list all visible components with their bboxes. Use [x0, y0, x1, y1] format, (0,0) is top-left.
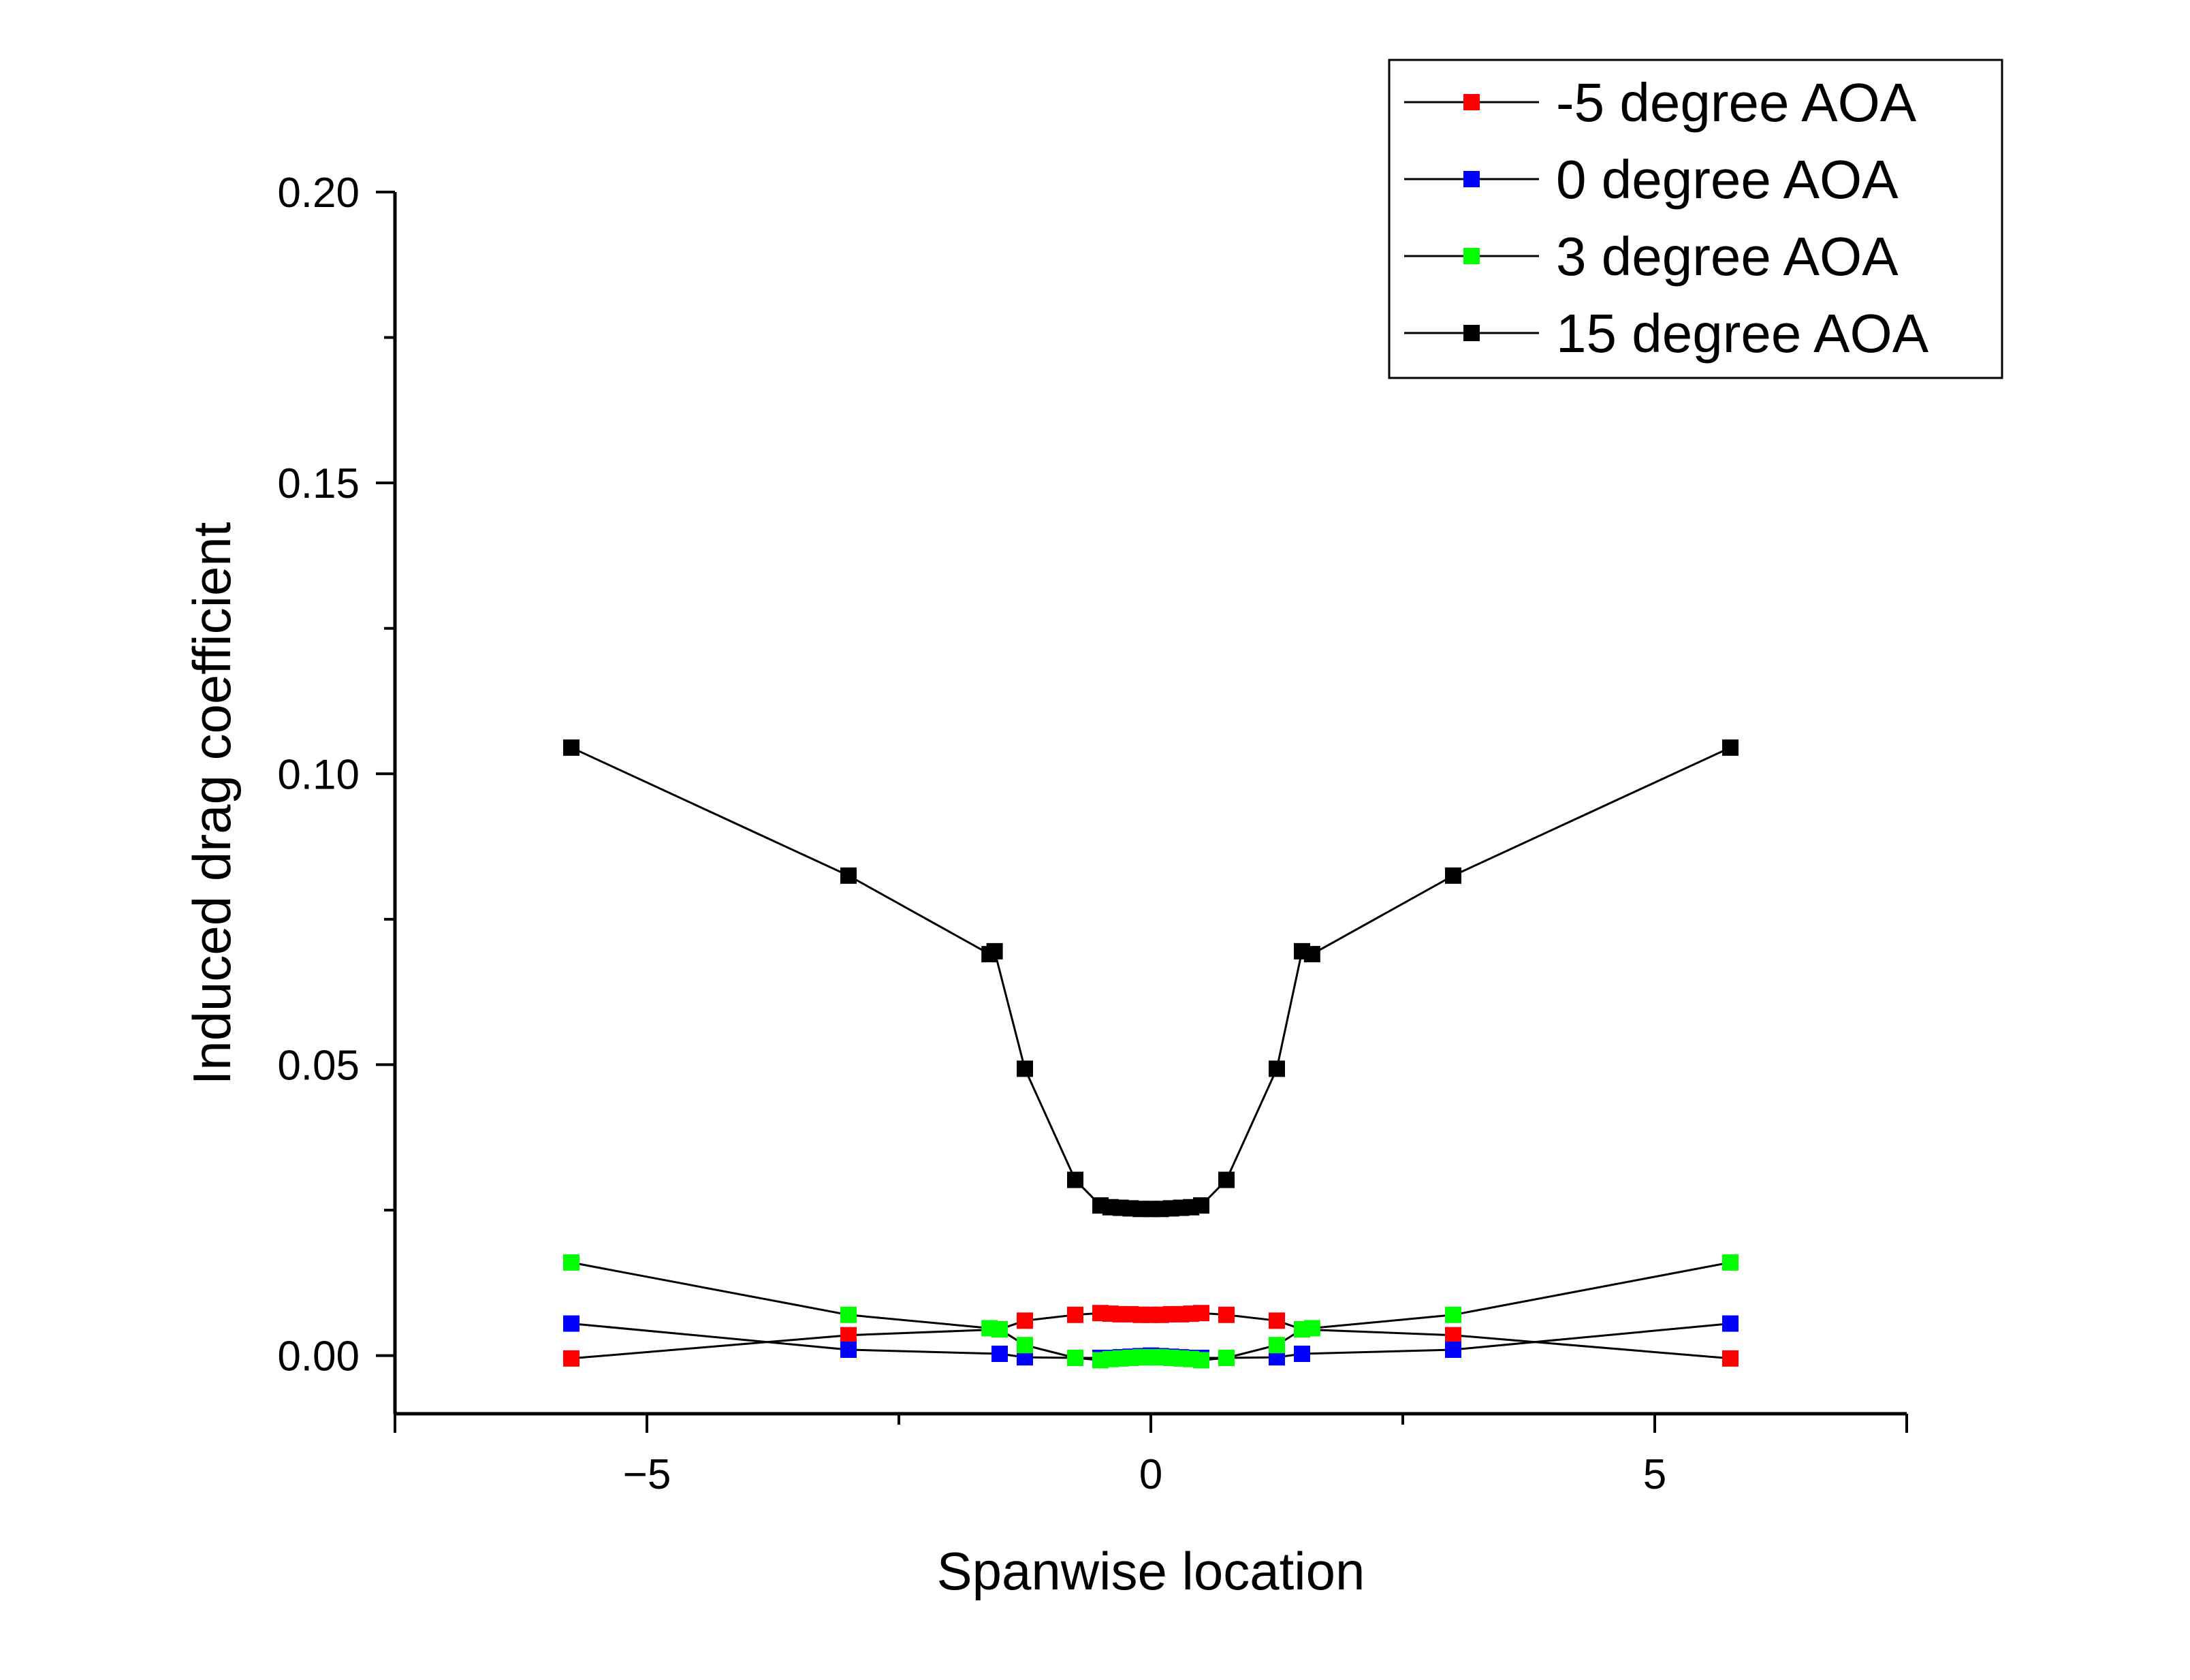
legend-label: 3 degree AOA — [1556, 226, 1899, 287]
data-point-marker — [563, 1350, 580, 1367]
data-point-marker — [986, 942, 1003, 960]
legend-swatch-marker — [1463, 94, 1480, 110]
data-point-marker — [1218, 1171, 1235, 1188]
series-lines — [571, 746, 1731, 1361]
data-point-marker — [1017, 1312, 1033, 1329]
data-point-marker — [1445, 867, 1461, 884]
data-point-marker — [840, 1327, 857, 1344]
data-point-marker — [991, 1321, 1008, 1338]
data-point-marker — [1193, 1305, 1209, 1322]
legend-swatch-marker — [1463, 171, 1480, 187]
data-point-marker — [840, 867, 857, 884]
y-tick-label: 0.00 — [277, 1333, 360, 1380]
data-point-marker — [1017, 1337, 1033, 1354]
x-ticks: −5 0 5 — [394, 1414, 1908, 1498]
data-point-marker — [1722, 1254, 1739, 1271]
data-point-marker — [1269, 1312, 1285, 1329]
data-point-marker — [1722, 1350, 1739, 1367]
y-ticks: 0.00 0.05 0.10 0.15 0.20 — [277, 170, 395, 1380]
data-point-marker — [1067, 1349, 1083, 1366]
series-line — [571, 746, 1731, 1210]
series-markers — [563, 739, 1739, 1369]
data-point-marker — [1722, 1315, 1739, 1332]
legend-swatch-marker — [1463, 325, 1480, 341]
x-tick-label: −5 — [623, 1451, 671, 1498]
legend: -5 degree AOA 0 degree AOA 3 degree AOA 15 … — [1388, 59, 2003, 379]
data-point-marker — [840, 1306, 857, 1323]
legend-entries: -5 degree AOA 0 degree AOA 3 degree AOA 15 … — [1404, 72, 1929, 364]
data-point-marker — [840, 1342, 857, 1359]
data-point-marker — [563, 739, 580, 756]
legend-label: 0 degree AOA — [1556, 149, 1899, 210]
x-axis-title: Spanwise location — [937, 1541, 1365, 1601]
y-tick-label: 0.15 — [277, 460, 360, 507]
legend-swatch-marker — [1463, 248, 1480, 264]
data-point-marker — [991, 1346, 1008, 1363]
data-point-marker — [1193, 1352, 1209, 1369]
data-point-marker — [1017, 1060, 1033, 1077]
y-tick-label: 0.20 — [277, 170, 360, 217]
data-point-marker — [1445, 1342, 1461, 1359]
data-point-marker — [1193, 1197, 1209, 1214]
data-point-marker — [1067, 1171, 1083, 1188]
x-tick-label: 5 — [1643, 1451, 1666, 1498]
x-tick-label: 0 — [1139, 1451, 1162, 1498]
data-point-marker — [1067, 1306, 1083, 1323]
data-point-marker — [1269, 1337, 1285, 1354]
data-point-marker — [1218, 1306, 1235, 1323]
legend-label: -5 degree AOA — [1556, 72, 1917, 133]
data-point-marker — [1218, 1349, 1235, 1366]
data-point-marker — [1294, 1346, 1310, 1363]
data-point-marker — [1445, 1306, 1461, 1323]
legend-box — [1388, 59, 2003, 379]
data-point-marker — [1269, 1060, 1285, 1077]
data-point-marker — [563, 1254, 580, 1271]
data-point-marker — [1445, 1327, 1461, 1344]
data-point-marker — [1303, 946, 1320, 963]
data-point-marker — [1303, 1320, 1320, 1337]
y-tick-label: 0.05 — [277, 1042, 360, 1089]
data-point-marker — [563, 1315, 580, 1332]
data-point-marker — [1722, 739, 1739, 756]
legend-label: 15 degree AOA — [1556, 303, 1929, 364]
y-axis-title: Induced drag coefficient — [182, 522, 242, 1085]
y-tick-label: 0.10 — [277, 751, 360, 798]
